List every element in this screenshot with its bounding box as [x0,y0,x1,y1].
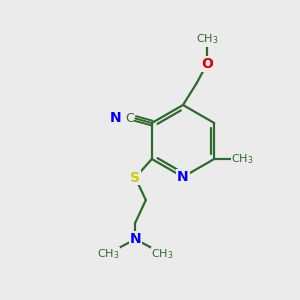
Text: CH$_3$: CH$_3$ [196,32,218,46]
Text: N: N [130,232,141,246]
Text: CH$_3$: CH$_3$ [97,247,120,261]
Text: CH$_3$: CH$_3$ [231,152,254,166]
Text: N: N [177,170,189,184]
Text: CH$_3$: CH$_3$ [151,247,174,261]
Text: O: O [201,57,213,71]
Text: S: S [130,171,140,184]
Text: C: C [125,112,134,125]
Text: N: N [110,112,122,125]
